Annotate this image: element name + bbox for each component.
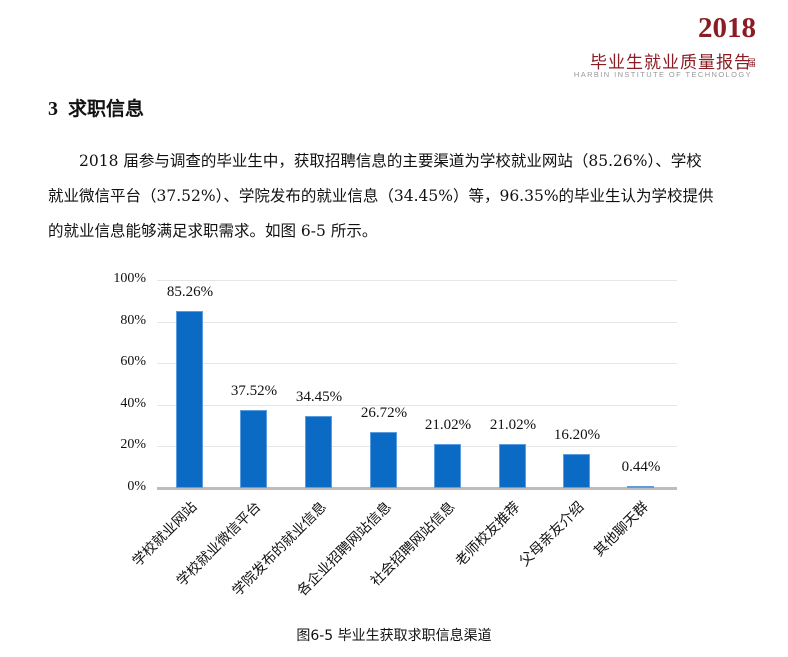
gridline [157, 404, 677, 406]
data-label: 37.52% [230, 382, 278, 399]
y-tick-label: 20% [120, 437, 146, 453]
bar [434, 444, 461, 488]
section-heading: 3 求职信息 [48, 94, 144, 121]
bar [176, 310, 203, 488]
paragraph-line: 2018 届参与调查的毕业生中，获取招聘信息的主要渠道为学校就业网站（85.26… [48, 152, 702, 170]
data-label: 0.44% [621, 459, 661, 475]
data-label: 16.20% [553, 427, 601, 444]
paragraph-line: 就业微信平台（37.52%）、学院发布的就业信息（34.45%）等，96.35%… [48, 187, 714, 205]
bar [370, 432, 397, 488]
section-title: 求职信息 [68, 98, 145, 120]
data-label: 34.45% [295, 389, 343, 406]
section-number: 3 [48, 98, 58, 120]
brand-year-suffix: 届 [746, 58, 756, 68]
data-label: 26.72% [360, 405, 408, 422]
bar [240, 409, 267, 488]
y-tick-label: 60% [120, 354, 146, 370]
gridline [157, 280, 677, 281]
figure-caption: 图6-5 毕业生获取求职信息渠道 [296, 628, 492, 644]
y-tick-label: 40% [120, 395, 146, 411]
bar [499, 444, 526, 488]
gridline [157, 321, 677, 323]
data-label: 21.02% [424, 417, 472, 434]
gridline [157, 363, 677, 365]
body-paragraph: 2018 届参与调查的毕业生中，获取招聘信息的主要渠道为学校就业网站（85.26… [48, 144, 748, 249]
brand-title: 毕业生就业质量报告 [590, 53, 752, 73]
bar [627, 486, 654, 488]
category-label: 父母亲友介绍 [516, 499, 588, 570]
y-tick-label: 80% [120, 312, 146, 328]
data-label: 21.02% [489, 417, 537, 434]
category-label: 老师校友推荐 [452, 499, 524, 570]
paragraph-line: 的就业信息能够满足求职需求。如图 6-5 所示。 [48, 222, 378, 240]
x-axis-line [157, 487, 677, 490]
bar [563, 454, 590, 488]
brand-subtitle: HARBIN INSTITUTE OF TECHNOLOGY [573, 70, 752, 79]
y-tick-label: 100% [113, 271, 146, 286]
gridline [157, 446, 677, 448]
bar [305, 416, 332, 488]
data-label: 85.26% [166, 283, 214, 300]
category-label: 其他聊天群 [590, 499, 652, 560]
y-tick-label: 0% [127, 479, 146, 494]
brand-year: 2018届 [698, 12, 756, 68]
